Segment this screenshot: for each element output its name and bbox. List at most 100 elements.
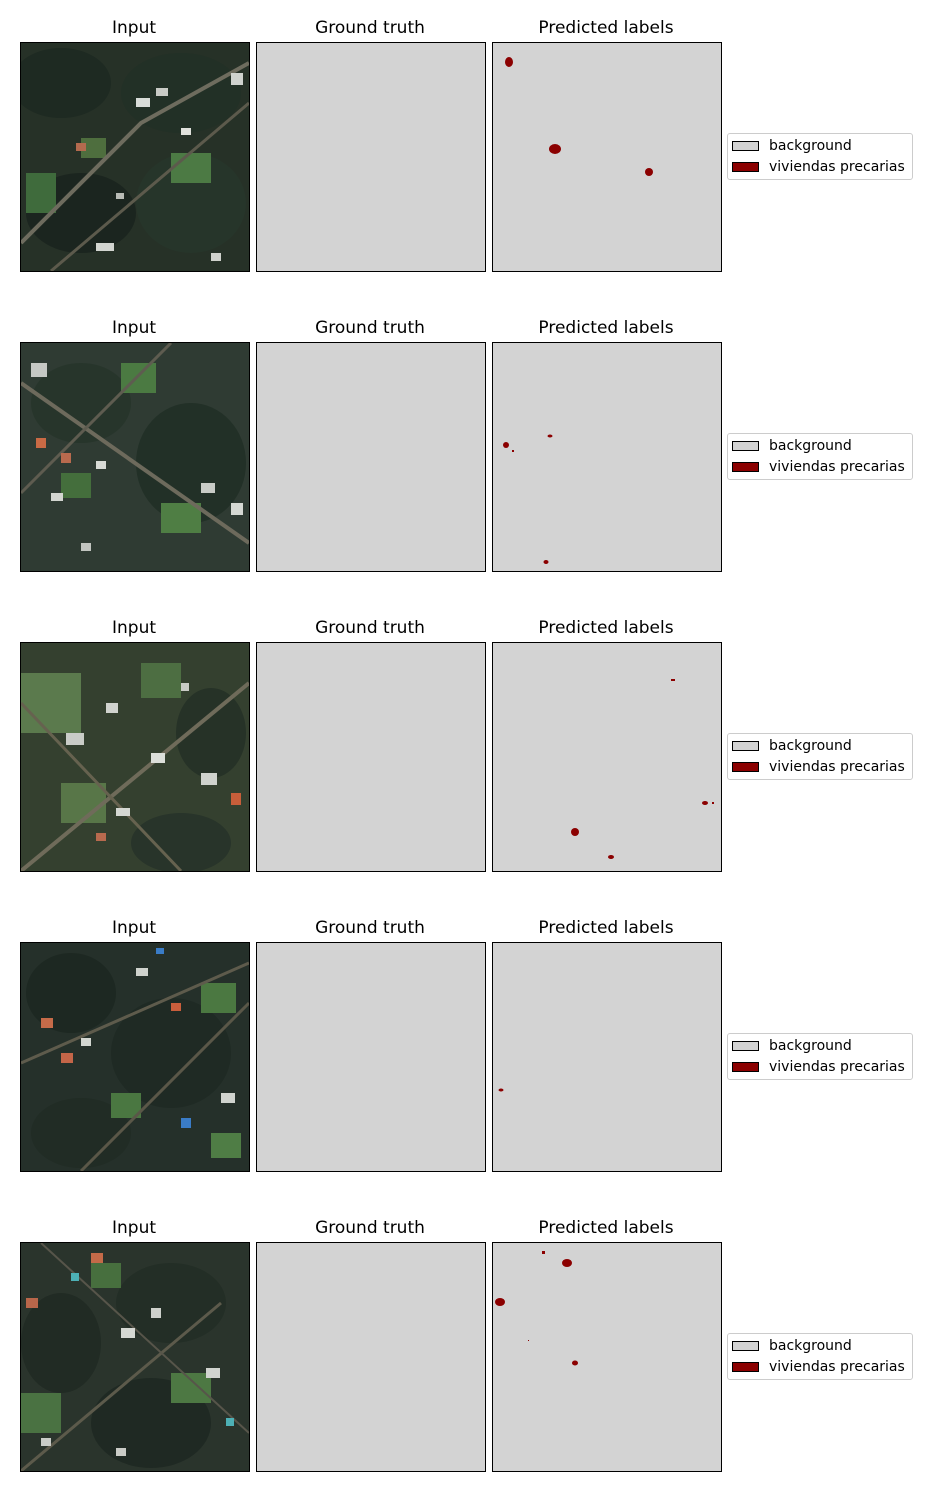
legend-item-viviendas-precarias: viviendas precarias [732,757,905,777]
legend-item-viviendas-precarias: viviendas precarias [732,457,905,477]
input-title: Input [111,1218,157,1238]
legend: background viviendas precarias [727,133,913,180]
result-row-2: Input Ground truth Predicted labels [0,300,931,600]
legend-item-background: background [732,736,852,756]
ground-truth-mask [256,942,486,1172]
ground-truth-mask [256,642,486,872]
input-image [20,642,250,872]
legend: background viviendas precarias [727,1033,913,1080]
background-region [257,943,485,1171]
prediction-blob [549,144,561,154]
prediction-blob [562,1259,572,1267]
predicted-title: Predicted labels [538,1218,674,1238]
viviendas-precarias-swatch [732,462,759,472]
input-title: Input [111,18,157,38]
legend: background viviendas precarias [727,1333,913,1380]
legend-item-background: background [732,436,852,456]
input-image [20,1242,250,1472]
background-swatch [732,1341,759,1351]
ground-truth-canvas [257,643,485,871]
legend: background viviendas precarias [727,733,913,780]
legend-label: background [769,438,852,454]
aerial-image [21,943,249,1171]
viviendas-precarias-swatch [732,1362,759,1372]
background-region [493,943,721,1171]
background-swatch [732,741,759,751]
viviendas-precarias-swatch [732,162,759,172]
legend-item-viviendas-precarias: viviendas precarias [732,157,905,177]
background-swatch [732,1041,759,1051]
aerial-image [21,43,249,271]
input-image [20,42,250,272]
background-swatch [732,141,759,151]
ground-truth-mask [256,1242,486,1472]
legend-label: background [769,738,852,754]
input-title: Input [111,318,157,338]
viviendas-precarias-swatch [732,1062,759,1072]
legend-item-background: background [732,1036,852,1056]
predicted-canvas [493,43,721,271]
input-title: Input [111,918,157,938]
aerial-image [21,643,249,871]
predicted-title: Predicted labels [538,18,674,38]
result-row-5: Input Ground truth Predicted labels [0,1200,931,1500]
input-title: Input [111,618,157,638]
prediction-blob [572,1360,578,1366]
prediction-blob [571,828,579,836]
result-row-1: Input Ground truth Predicted labels [0,0,931,300]
ground-truth-title: Ground truth [315,918,425,938]
predicted-title: Predicted labels [538,318,674,338]
ground-truth-title: Ground truth [315,18,425,38]
prediction-blob [671,679,675,681]
ground-truth-mask [256,42,486,272]
background-region [257,1243,485,1471]
prediction-blob [547,434,553,438]
predicted-mask [492,1242,722,1472]
background-region [493,43,721,271]
ground-truth-mask [256,342,486,572]
prediction-blob [608,855,614,859]
prediction-blob [505,57,513,67]
legend: background viviendas precarias [727,433,913,480]
prediction-blob [495,1298,505,1306]
prediction-blob [702,801,708,805]
predicted-canvas [493,1243,721,1471]
legend-label: background [769,1038,852,1054]
predicted-canvas [493,943,721,1171]
predicted-mask [492,42,722,272]
ground-truth-title: Ground truth [315,318,425,338]
ground-truth-canvas [257,1243,485,1471]
legend-label: viviendas precarias [769,159,905,175]
predicted-canvas [493,643,721,871]
viviendas-precarias-swatch [732,762,759,772]
predicted-title: Predicted labels [538,918,674,938]
legend-label: background [769,138,852,154]
legend-label: viviendas precarias [769,1059,905,1075]
prediction-blob [542,1251,545,1254]
prediction-blob [503,442,509,448]
background-swatch [732,441,759,451]
background-region [493,643,721,871]
legend-item-viviendas-precarias: viviendas precarias [732,1357,905,1377]
prediction-blob [498,1088,504,1092]
ground-truth-canvas [257,943,485,1171]
background-region [493,1243,721,1471]
ground-truth-canvas [257,43,485,271]
input-image [20,942,250,1172]
aerial-image [21,1243,249,1471]
background-region [257,343,485,571]
ground-truth-title: Ground truth [315,618,425,638]
prediction-blob [528,1340,529,1341]
legend-item-background: background [732,1336,852,1356]
prediction-blob [712,802,714,804]
prediction-blob [543,560,549,564]
prediction-blob [645,168,653,176]
result-row-3: Input Ground truth Predicted labels [0,600,931,900]
predicted-mask [492,942,722,1172]
background-region [493,343,721,571]
predicted-mask [492,342,722,572]
aerial-image [21,343,249,571]
prediction-blob [512,450,514,452]
legend-label: background [769,1338,852,1354]
legend-label: viviendas precarias [769,759,905,775]
